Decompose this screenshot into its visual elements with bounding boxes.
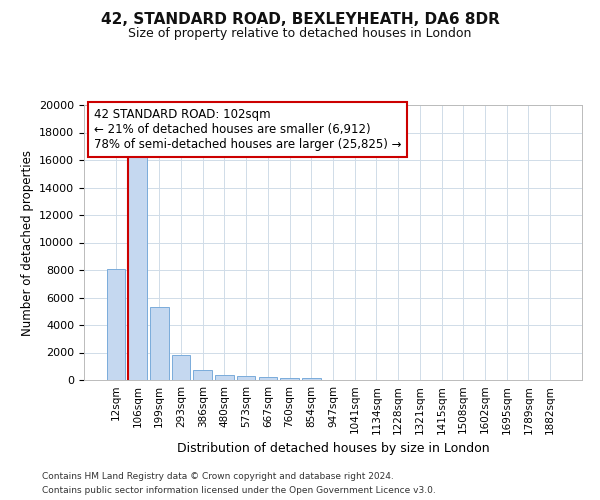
Text: Size of property relative to detached houses in London: Size of property relative to detached ho… bbox=[128, 28, 472, 40]
Bar bbox=[280, 378, 299, 380]
Bar bbox=[193, 370, 212, 380]
Text: Contains public sector information licensed under the Open Government Licence v3: Contains public sector information licen… bbox=[42, 486, 436, 495]
Bar bbox=[237, 376, 256, 380]
Bar bbox=[128, 152, 147, 380]
Text: 42, STANDARD ROAD, BEXLEYHEATH, DA6 8DR: 42, STANDARD ROAD, BEXLEYHEATH, DA6 8DR bbox=[101, 12, 499, 28]
Bar bbox=[259, 377, 277, 380]
Text: 42 STANDARD ROAD: 102sqm
← 21% of detached houses are smaller (6,912)
78% of sem: 42 STANDARD ROAD: 102sqm ← 21% of detach… bbox=[94, 108, 401, 151]
Bar bbox=[215, 375, 233, 380]
Bar bbox=[150, 307, 169, 380]
Bar bbox=[302, 378, 320, 380]
Bar bbox=[172, 354, 190, 380]
Y-axis label: Number of detached properties: Number of detached properties bbox=[20, 150, 34, 336]
X-axis label: Distribution of detached houses by size in London: Distribution of detached houses by size … bbox=[176, 442, 490, 455]
Text: Contains HM Land Registry data © Crown copyright and database right 2024.: Contains HM Land Registry data © Crown c… bbox=[42, 472, 394, 481]
Bar bbox=[107, 268, 125, 380]
